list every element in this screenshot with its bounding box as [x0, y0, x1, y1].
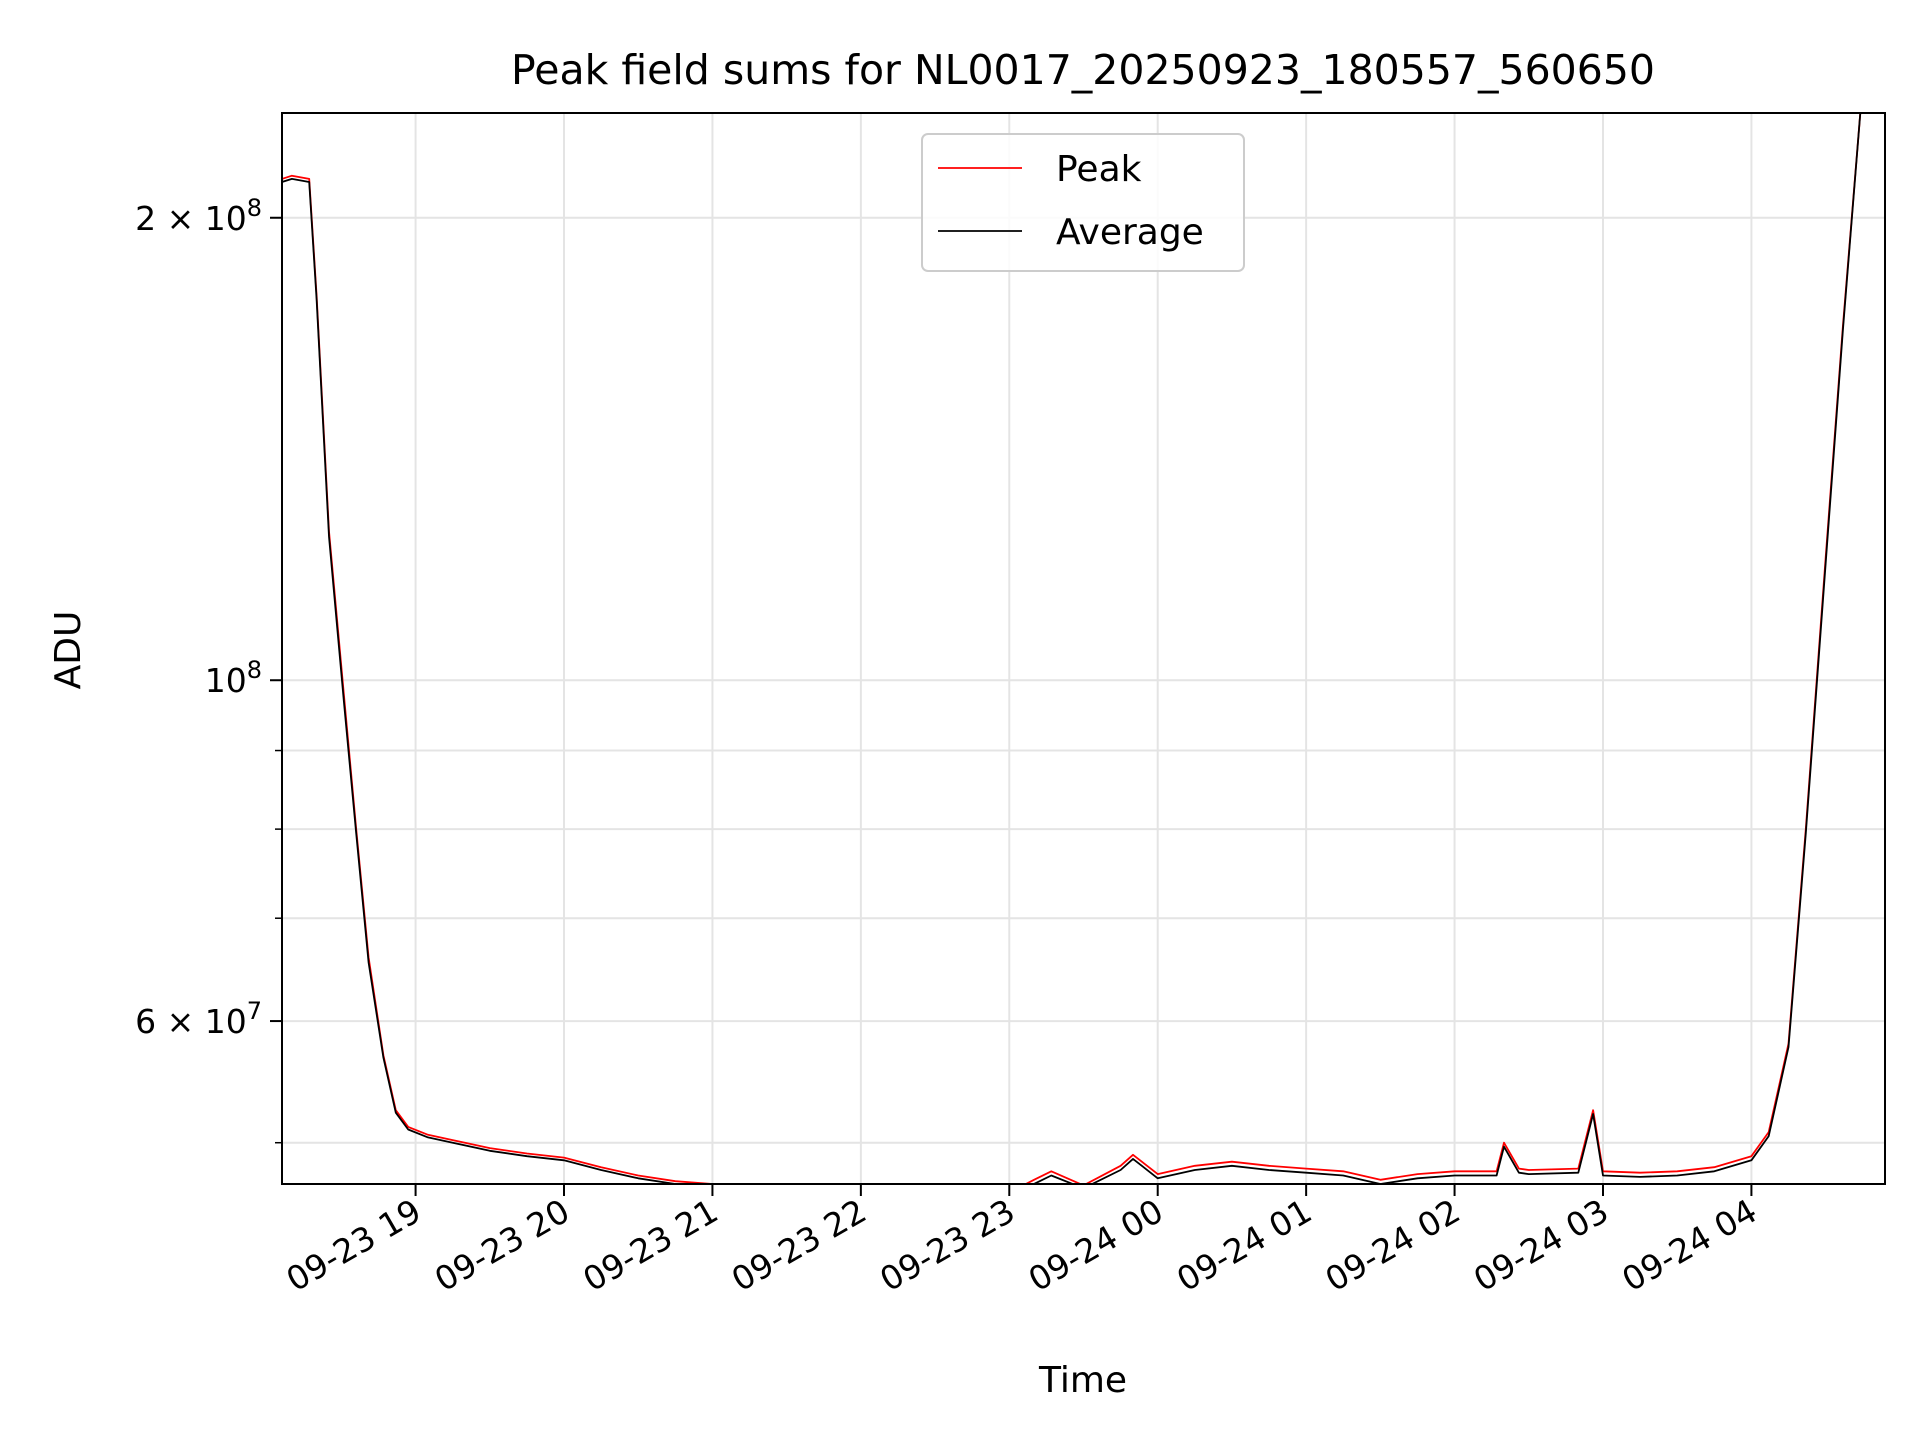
legend-average-label: Average	[1056, 212, 1204, 253]
plot-frame	[281, 112, 1886, 1185]
y-axis-label: ADU	[48, 611, 89, 690]
plot-lines	[282, 113, 1862, 1184]
chart-title: Peak field sums for NL0017_20250923_1805…	[511, 46, 1655, 94]
x-axis-label: Time	[1038, 1360, 1127, 1401]
y-tick-label: 2 × 108	[135, 194, 262, 238]
series-line-average	[282, 113, 1862, 1184]
legend-peak-label: Peak	[1056, 149, 1142, 190]
legend: Peak Average	[921, 133, 1245, 272]
y-tick-label: 6 × 107	[135, 997, 262, 1041]
